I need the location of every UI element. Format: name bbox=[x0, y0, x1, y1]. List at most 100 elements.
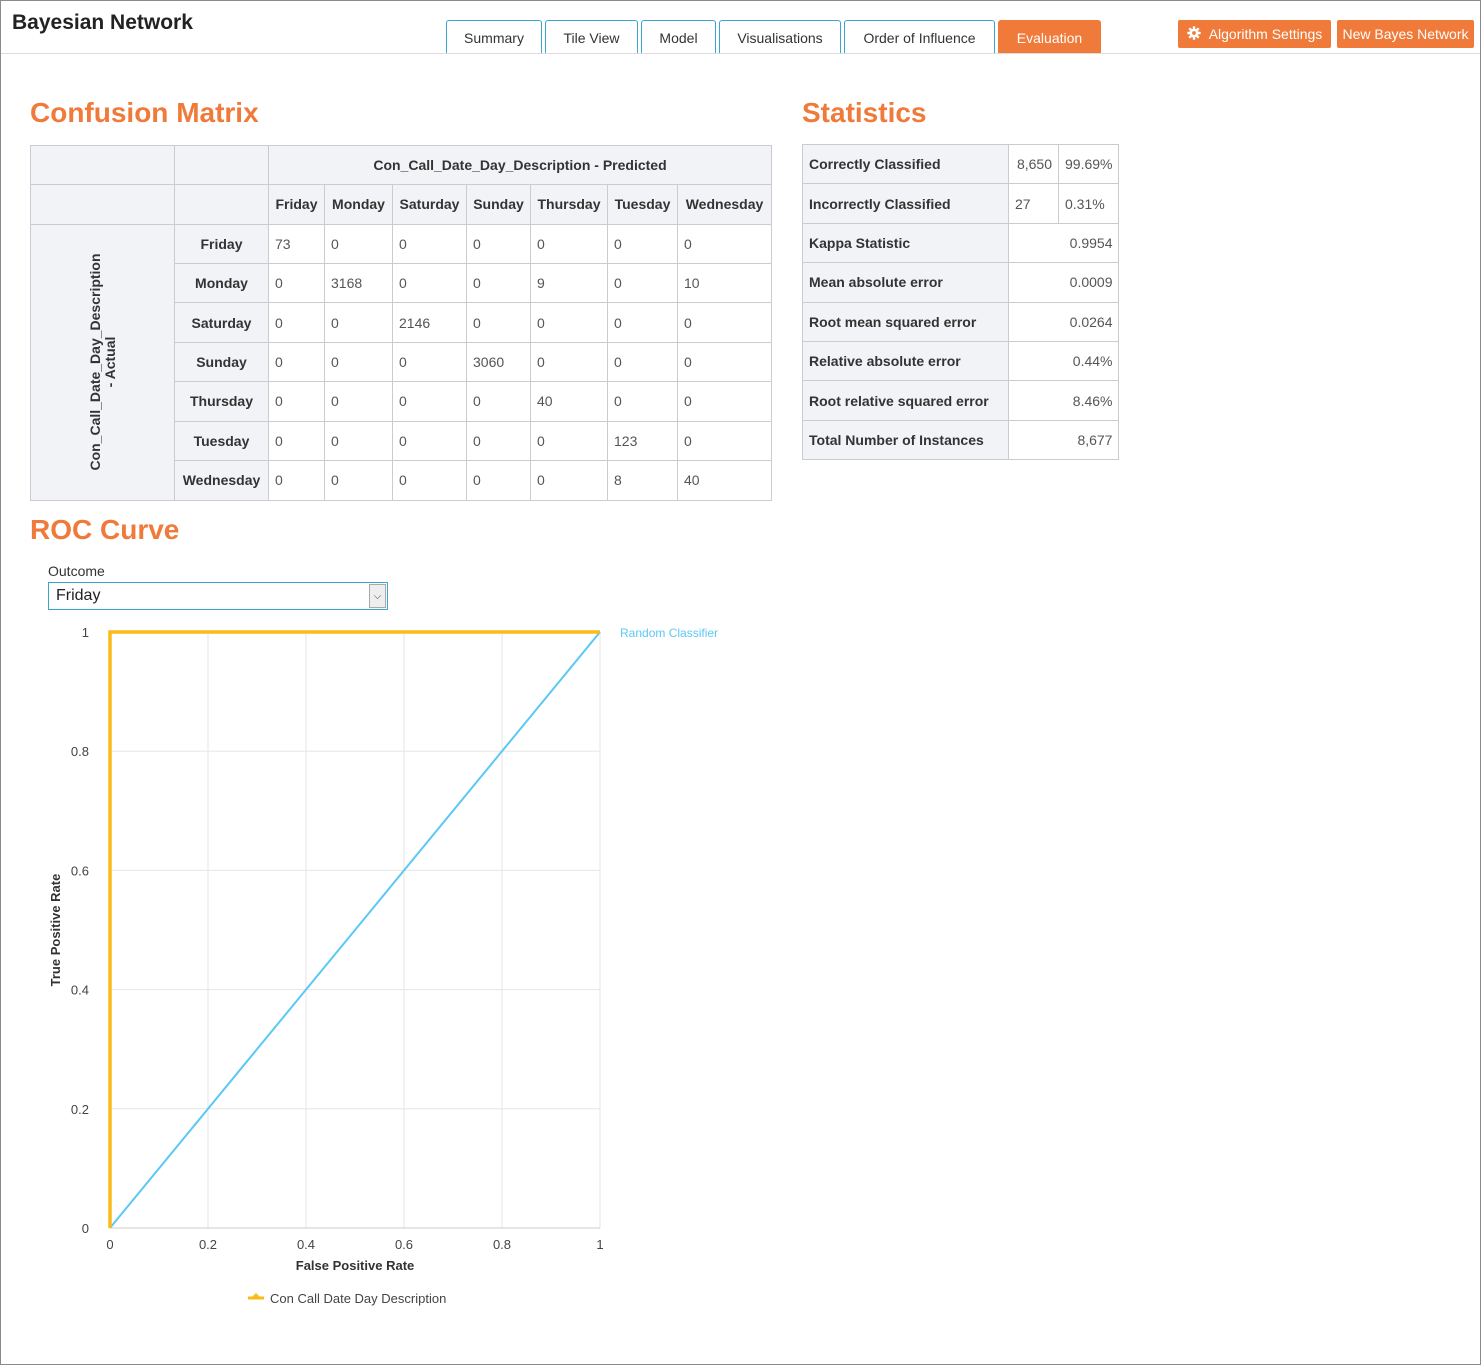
table-row: Wednesday 0 0 0 0 0 8 40 bbox=[31, 460, 772, 501]
table-row: Root mean squared error 0.0264 bbox=[802, 301, 1120, 342]
matrix-cell: 10 bbox=[677, 263, 772, 304]
matrix-cell: 40 bbox=[530, 381, 608, 422]
stat-value: 0.0264 bbox=[1007, 301, 1120, 342]
stat-value: 0.0009 bbox=[1007, 262, 1120, 303]
column-header: Wednesday bbox=[677, 184, 772, 225]
matrix-cell: 0 bbox=[392, 420, 467, 462]
y-tick-label: 0 bbox=[82, 1221, 89, 1236]
table-row: Sunday 0 0 0 3060 0 0 0 bbox=[31, 341, 772, 383]
row-header: Monday bbox=[174, 263, 269, 304]
y-tick-label: 0.8 bbox=[71, 744, 89, 759]
outcome-select[interactable]: Friday ⌵ bbox=[48, 582, 388, 610]
matrix-cell: 0 bbox=[268, 460, 325, 501]
stat-label: Mean absolute error bbox=[802, 262, 1009, 303]
tab-order-of-influence[interactable]: Order of Influence bbox=[844, 20, 995, 53]
tab-tile-view[interactable]: Tile View bbox=[545, 20, 638, 53]
chevron-down-icon[interactable]: ⌵ bbox=[369, 584, 386, 608]
confusion-matrix-title: Confusion Matrix bbox=[30, 97, 259, 128]
corner-cell bbox=[174, 144, 269, 186]
matrix-cell: 0 bbox=[324, 341, 393, 383]
matrix-cell: 0 bbox=[466, 263, 531, 304]
matrix-cell: 0 bbox=[392, 223, 467, 265]
matrix-cell: 0 bbox=[607, 223, 678, 265]
table-row: Correctly Classified 8,650 99.69% bbox=[802, 143, 1120, 185]
matrix-cell: 0 bbox=[530, 341, 608, 383]
legend-label: Con Call Date Day Description bbox=[270, 1291, 446, 1306]
matrix-cell: 123 bbox=[607, 420, 678, 462]
tab-visualisations[interactable]: Visualisations bbox=[719, 20, 841, 53]
outcome-label: Outcome bbox=[48, 563, 105, 579]
matrix-cell: 2146 bbox=[392, 302, 467, 343]
new-bayes-network-button[interactable]: New Bayes Network bbox=[1337, 20, 1474, 48]
table-row: Mean absolute error 0.0009 bbox=[802, 262, 1120, 303]
roc-series-line bbox=[108, 630, 600, 1228]
matrix-cell: 0 bbox=[324, 460, 393, 501]
matrix-cell: 0 bbox=[268, 381, 325, 422]
stat-label: Incorrectly Classified bbox=[802, 183, 1009, 224]
stat-percent: 0.31% bbox=[1057, 183, 1120, 224]
corner-cell bbox=[30, 144, 175, 186]
confusion-matrix-table: Con_Call_Date_Day_Description - Predicte… bbox=[30, 144, 772, 501]
stat-label: Total Number of Instances bbox=[802, 419, 1009, 461]
table-row: Root relative squared error 8.46% bbox=[802, 380, 1120, 421]
statistics-title: Statistics bbox=[802, 97, 927, 128]
algorithm-settings-button[interactable]: Algorithm Settings bbox=[1178, 20, 1331, 48]
stat-percent: 99.69% bbox=[1057, 143, 1120, 185]
matrix-cell: 8 bbox=[607, 460, 678, 501]
matrix-cell: 0 bbox=[607, 341, 678, 383]
random-classifier-label: Random Classifier bbox=[620, 626, 718, 640]
matrix-cell: 0 bbox=[324, 302, 393, 343]
table-row: Kappa Statistic 0.9954 bbox=[802, 222, 1120, 264]
x-tick-label: 0.2 bbox=[199, 1237, 217, 1252]
statistics-table: Correctly Classified 8,650 99.69% Incorr… bbox=[802, 143, 1120, 461]
matrix-cell: 0 bbox=[466, 223, 531, 265]
matrix-cell: 40 bbox=[677, 460, 772, 501]
matrix-cell: 0 bbox=[530, 302, 608, 343]
column-header: Friday bbox=[268, 184, 325, 225]
matrix-cell: 9 bbox=[530, 263, 608, 304]
stat-value: 8,677 bbox=[1007, 419, 1120, 461]
matrix-cell: 0 bbox=[324, 223, 393, 265]
matrix-cell: 0 bbox=[392, 341, 467, 383]
y-tick-label: 1 bbox=[82, 625, 89, 640]
table-row: Relative absolute error 0.44% bbox=[802, 340, 1120, 382]
matrix-cell: 0 bbox=[677, 341, 772, 383]
matrix-cell: 0 bbox=[607, 381, 678, 422]
row-header: Saturday bbox=[174, 302, 269, 343]
predicted-header: Con_Call_Date_Day_Description - Predicte… bbox=[268, 144, 772, 186]
tab-model[interactable]: Model bbox=[641, 20, 716, 53]
matrix-cell: 73 bbox=[268, 223, 325, 265]
matrix-cell: 0 bbox=[268, 302, 325, 343]
legend-marker bbox=[252, 1293, 260, 1297]
header-divider bbox=[1, 53, 1480, 54]
y-axis-label: True Positive Rate bbox=[48, 874, 63, 987]
matrix-cell: 0 bbox=[392, 460, 467, 501]
tab-evaluation[interactable]: Evaluation bbox=[998, 20, 1101, 53]
stat-value: 0.9954 bbox=[1007, 222, 1120, 264]
x-tick-label: 0 bbox=[106, 1237, 113, 1252]
matrix-cell: 0 bbox=[677, 302, 772, 343]
matrix-cell: 0 bbox=[530, 223, 608, 265]
x-tick-label: 0.8 bbox=[493, 1237, 511, 1252]
stat-label: Relative absolute error bbox=[802, 340, 1009, 382]
actual-axis-cell: Con_Call_Date_Day_Description - Actual bbox=[30, 223, 175, 501]
y-tick-label: 0.2 bbox=[71, 1102, 89, 1117]
matrix-cell: 0 bbox=[607, 263, 678, 304]
x-tick-label: 0.4 bbox=[297, 1237, 315, 1252]
stat-label: Kappa Statistic bbox=[802, 222, 1009, 264]
tab-summary[interactable]: Summary bbox=[446, 20, 542, 53]
row-header: Wednesday bbox=[174, 460, 269, 501]
matrix-cell: 0 bbox=[607, 302, 678, 343]
stat-count: 8,650 bbox=[1008, 143, 1059, 185]
table-row: Incorrectly Classified 27 0.31% bbox=[802, 183, 1120, 224]
column-header: Monday bbox=[324, 184, 393, 225]
table-row: Thursday 0 0 0 0 40 0 0 bbox=[31, 381, 772, 422]
table-row: Total Number of Instances 8,677 bbox=[802, 419, 1120, 461]
stat-label: Correctly Classified bbox=[802, 143, 1009, 185]
y-tick-label: 0.6 bbox=[71, 863, 89, 878]
matrix-cell: 0 bbox=[530, 420, 608, 462]
column-header: Thursday bbox=[530, 184, 608, 225]
row-header: Tuesday bbox=[174, 420, 269, 462]
table-row: Con_Call_Date_Day_Description - Actual F… bbox=[30, 223, 772, 501]
x-tick-label: 0.6 bbox=[395, 1237, 413, 1252]
